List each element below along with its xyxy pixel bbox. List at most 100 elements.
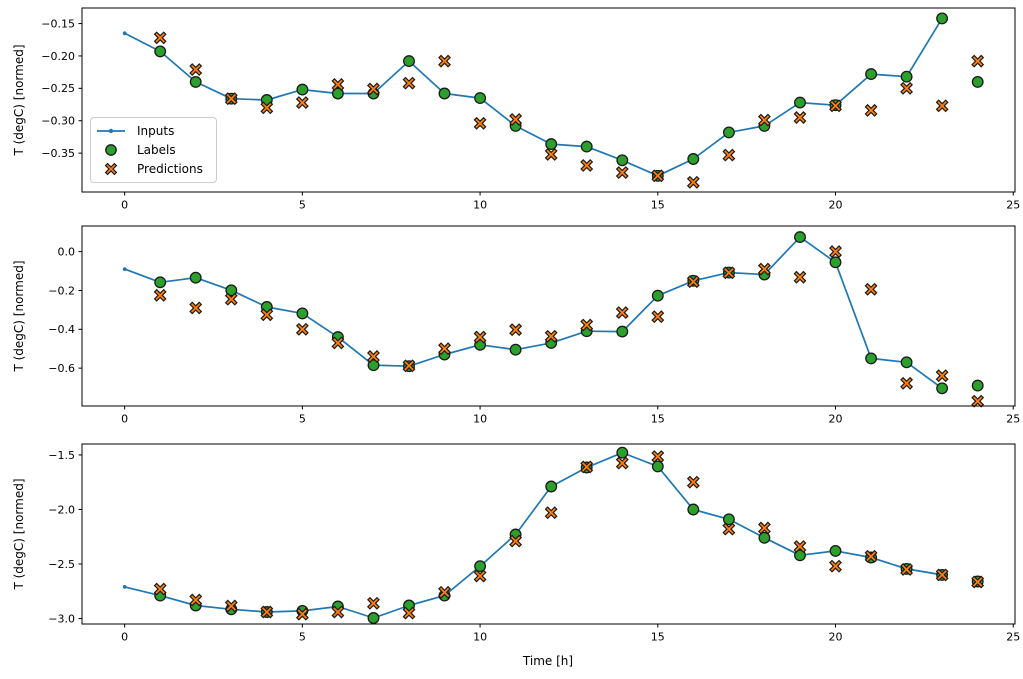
labels-marker [189, 75, 202, 88]
x-tick-label: 20 [829, 631, 843, 644]
labels-marker [900, 356, 913, 369]
y-tick-label: −0.4 [48, 323, 75, 336]
x-tick-label: 20 [829, 199, 843, 212]
predictions-marker [864, 549, 878, 563]
labels-marker [687, 503, 700, 516]
x-axis-label: Time [h] [522, 654, 574, 668]
predictions-marker [367, 82, 380, 96]
predictions-marker [509, 323, 523, 337]
legend: Inputs Labels Predictions [90, 117, 217, 183]
predictions-marker [544, 506, 558, 520]
predictions-marker [651, 310, 665, 324]
labels-marker [794, 96, 806, 109]
inputs-point-marker [122, 267, 127, 271]
predictions-marker [295, 322, 309, 336]
y-tick-label: −0.2 [48, 284, 75, 297]
predictions-marker [473, 330, 487, 344]
predictions-marker [793, 270, 807, 284]
labels-marker [189, 271, 202, 284]
predictions-marker [615, 306, 629, 320]
x-tick-label: 5 [299, 199, 306, 212]
x-tick-label: 25 [1006, 199, 1020, 212]
y-tick-label: −2.0 [48, 503, 75, 516]
x-tick-label: 5 [299, 413, 306, 426]
labels-marker [296, 307, 309, 320]
axes-frame [81, 225, 1016, 407]
legend-label-inputs: Inputs [137, 123, 175, 138]
predictions-marker [864, 282, 878, 296]
predictions-marker [224, 292, 238, 306]
x-tick-label: 10 [473, 199, 487, 212]
predictions-marker [580, 158, 594, 172]
legend-item-predictions: Predictions [93, 160, 214, 178]
predictions-marker [829, 559, 842, 573]
x-tick-label: 15 [651, 413, 665, 426]
inputs-line-icon [93, 125, 129, 137]
predictions-marker [971, 575, 985, 589]
labels-marker [154, 45, 167, 58]
labels-marker [403, 55, 415, 68]
labels-marker [687, 153, 700, 165]
labels-marker [616, 446, 629, 459]
labels-marker [616, 325, 629, 338]
predictions-marker [295, 607, 309, 621]
predictions-marker [189, 593, 203, 607]
predictions-marker [864, 103, 878, 117]
x-tick-label: 20 [829, 413, 843, 426]
predictions-marker [260, 605, 274, 619]
labels-marker [971, 379, 984, 392]
predictions-marker [331, 78, 345, 91]
predictions-marker [722, 148, 736, 162]
inputs-line [123, 17, 943, 177]
y-axis-label-subplot-1: T (degC) [normed] [12, 44, 26, 156]
inputs-point-marker [122, 585, 127, 589]
legend-item-labels: Labels [93, 141, 214, 159]
labels-marker [225, 284, 238, 297]
y-tick-label: −0.35 [41, 147, 75, 160]
labels-marker [865, 68, 878, 81]
labels-marker [865, 352, 878, 365]
predictions-marker [757, 262, 771, 276]
legend-label-predictions: Predictions [137, 162, 203, 177]
y-tick-label: −1.5 [48, 449, 75, 462]
predictions-marker [686, 175, 700, 189]
subplot-2: 0.0 −0.2 −0.4 −0.6 0 5 10 15 20 25 [48, 225, 1020, 426]
predictions-marker [580, 460, 594, 474]
predictions-marker [295, 96, 309, 110]
labels-marker [296, 83, 309, 96]
subplot-3: −1.5 −2.0 −2.5 −3.0 0 5 10 15 20 25 [48, 443, 1020, 644]
labels-marker [651, 460, 664, 473]
labels-marker [722, 513, 735, 526]
y-tick-label: −3.0 [48, 612, 75, 625]
legend-label-labels: Labels [137, 142, 176, 157]
predictions-marker [793, 111, 807, 124]
predictions-marker [722, 522, 736, 536]
predictions-marker [757, 113, 771, 127]
inputs-line [123, 451, 943, 619]
y-tick-label: −0.25 [41, 82, 75, 95]
predictions-marker [189, 63, 203, 76]
predictions-marker [153, 288, 167, 302]
predictions-marker [473, 569, 487, 583]
predictions-marker [438, 585, 451, 599]
predictions-marker [935, 568, 949, 582]
predictions-marker [971, 54, 985, 68]
x-tick-label: 0 [121, 413, 128, 426]
predictions-marker [331, 336, 345, 350]
predictions-marker [829, 99, 842, 113]
predictions-marker [473, 116, 487, 130]
predictions-marker [615, 456, 629, 470]
predictions-marker [686, 275, 700, 289]
x-tick-label: 15 [651, 631, 665, 644]
predictions-marker [224, 599, 238, 613]
predictions-marker [367, 596, 380, 610]
predictions-marker [686, 475, 700, 489]
predictions-marker [438, 342, 451, 356]
y-tick-label: −2.5 [48, 558, 75, 571]
x-tick-label: 25 [1006, 631, 1020, 644]
predictions-marker [651, 169, 665, 183]
inputs-line [123, 236, 943, 390]
predictions-marker [544, 147, 558, 161]
labels-marker [616, 154, 629, 167]
predictions-marker [900, 376, 914, 390]
